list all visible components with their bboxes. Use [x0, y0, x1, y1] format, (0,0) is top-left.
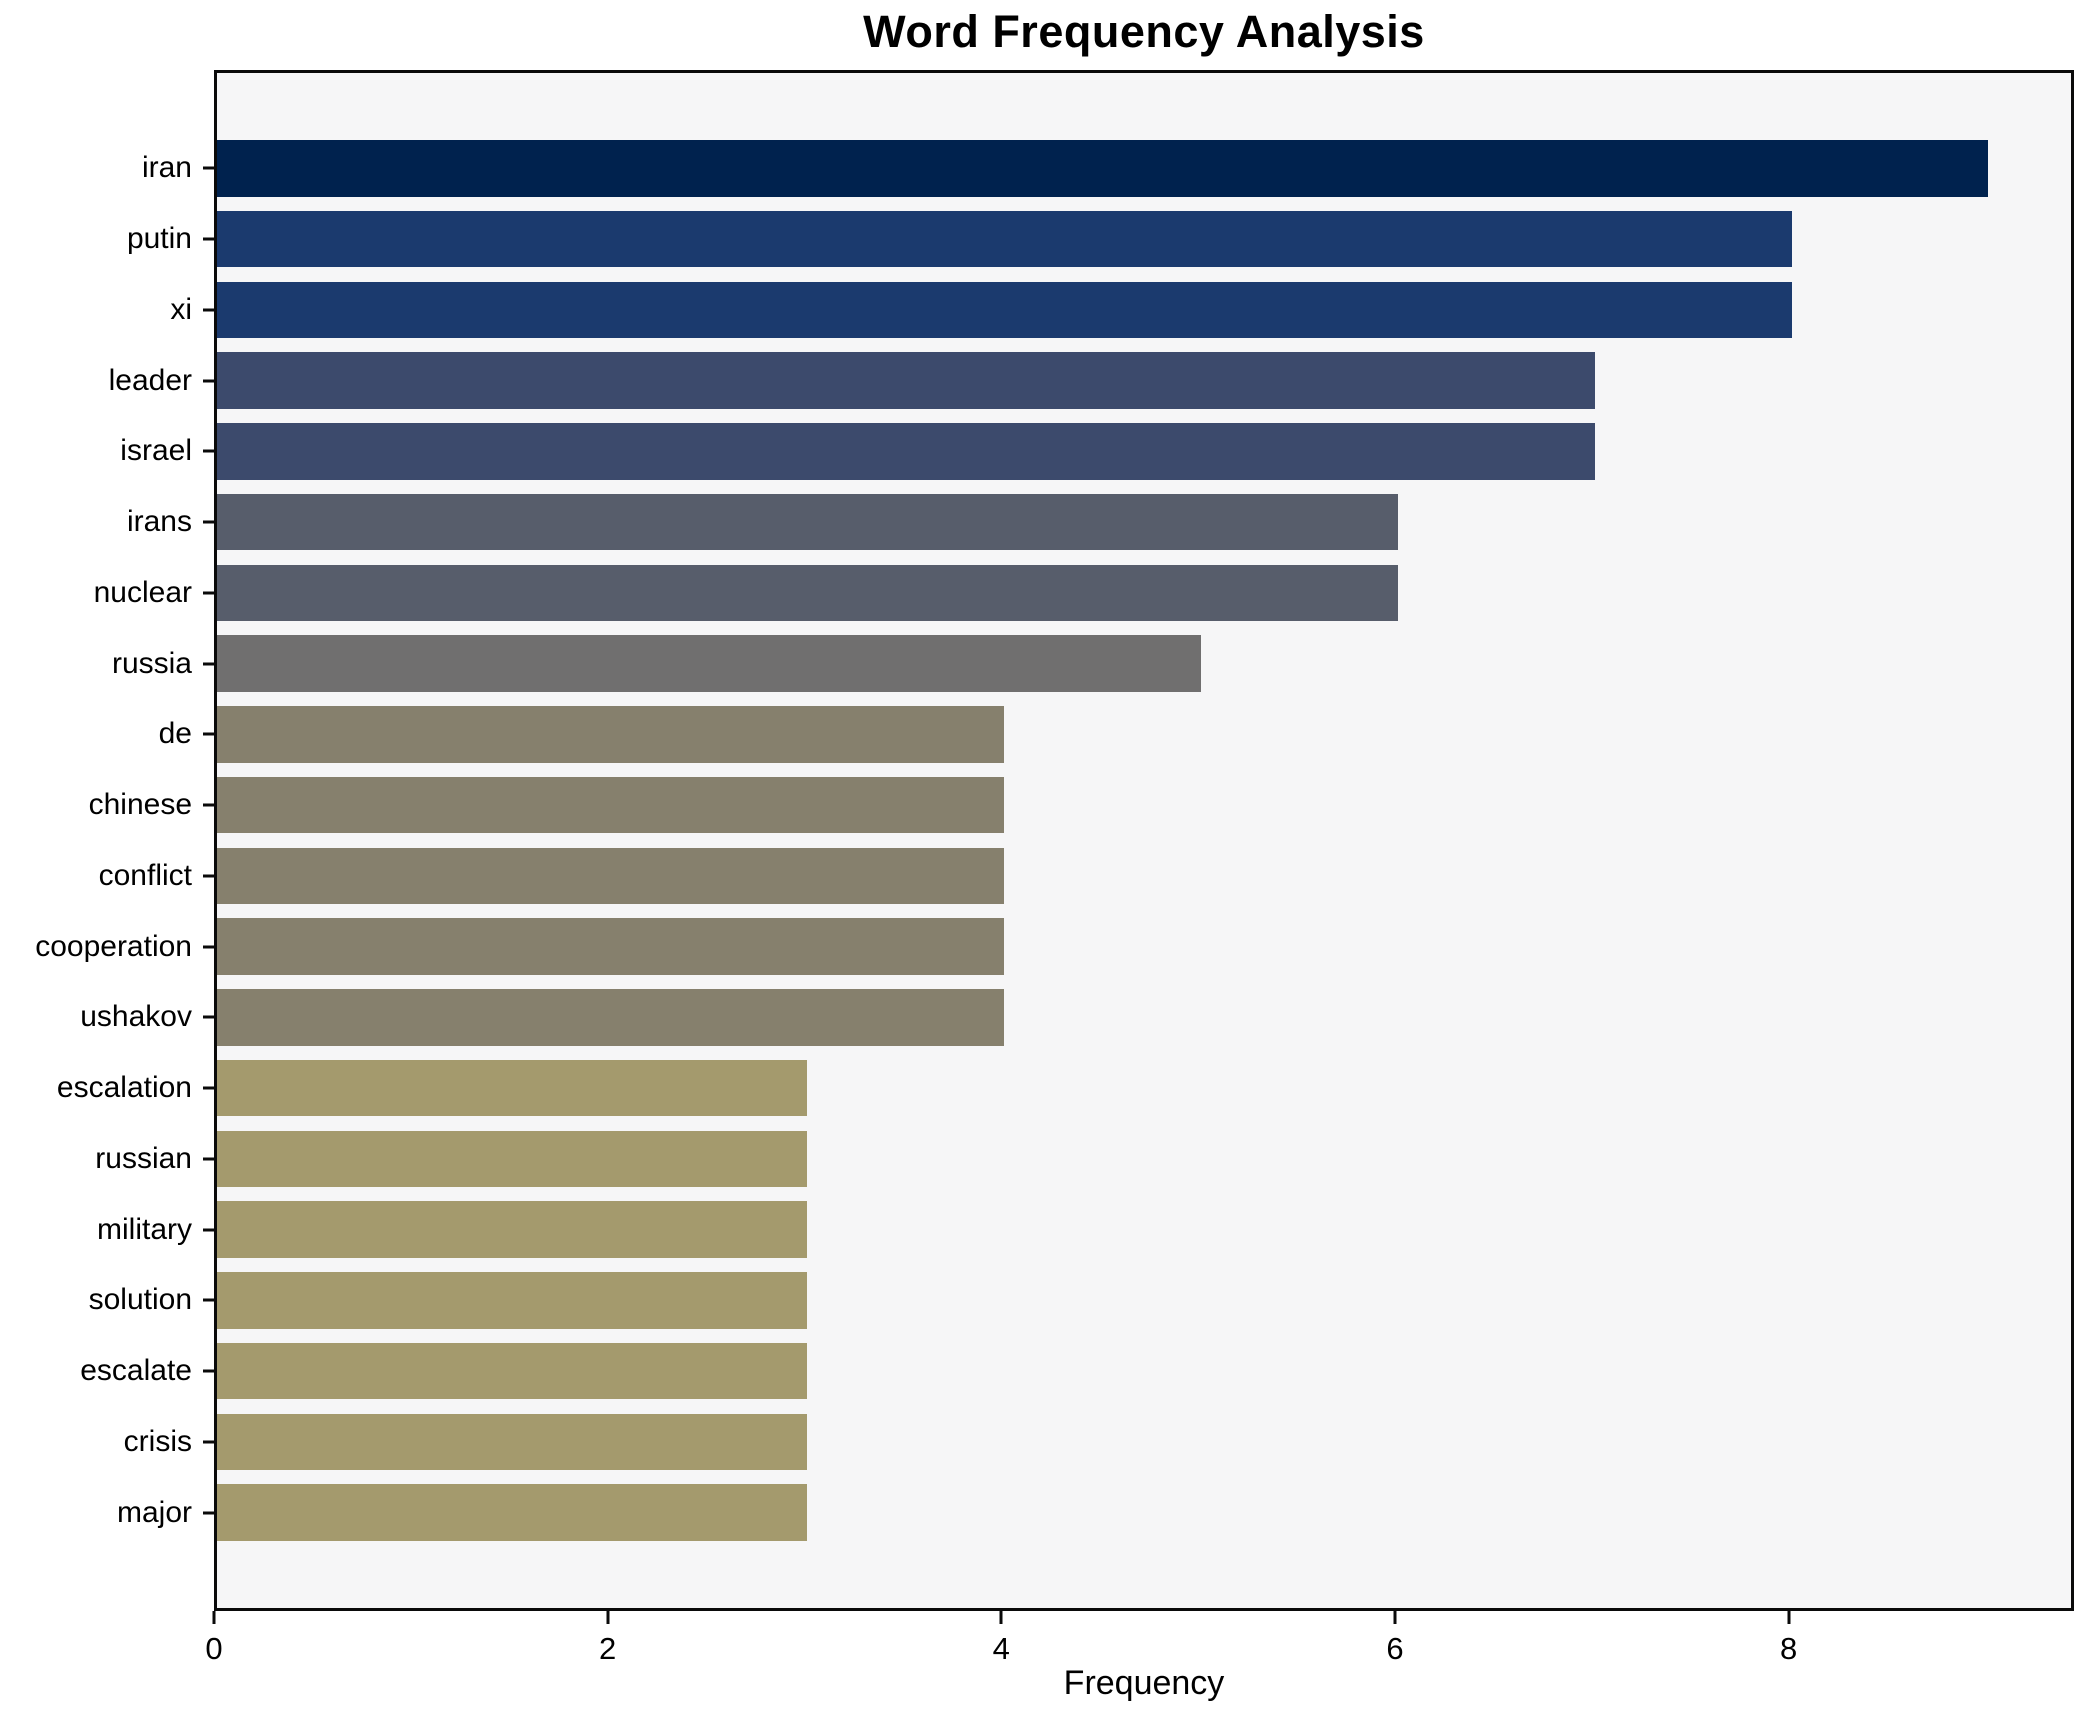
bar-crisis: [217, 1413, 808, 1471]
x-tick-label-0: 0: [205, 1631, 223, 1666]
y-tick-label-leader: leader: [108, 363, 192, 397]
y-tick-label-irans: irans: [126, 505, 192, 539]
bar-russia: [217, 635, 1202, 692]
x-tick-mark: [1787, 1611, 1791, 1624]
y-tick-label-de: de: [158, 717, 192, 751]
bar-israel: [217, 423, 1595, 480]
y-tick-mark: [203, 1511, 214, 1515]
y-tick-label-major: major: [116, 1495, 192, 1529]
y-tick-label-russia: russia: [111, 646, 192, 680]
y-tick-label-military: military: [97, 1212, 192, 1246]
plot-area: [214, 70, 2074, 1611]
bar-military: [217, 1201, 808, 1258]
bar-putin: [217, 210, 1792, 268]
bar-leader: [217, 352, 1595, 409]
y-tick-label-xi: xi: [170, 292, 192, 326]
y-tick-mark: [203, 1157, 214, 1161]
bar-xi: [217, 281, 1792, 339]
bar-russian: [217, 1130, 808, 1188]
x-tick-label-6: 6: [1386, 1631, 1404, 1666]
x-tick-mark: [212, 1611, 216, 1624]
y-tick-label-cooperation: cooperation: [35, 929, 192, 963]
y-tick-mark: [203, 237, 214, 241]
bar-solution: [217, 1272, 808, 1329]
bar-escalate: [217, 1342, 808, 1400]
bar-ushakov: [217, 989, 1005, 1046]
y-tick-label-chinese: chinese: [88, 788, 192, 822]
x-tick-mark: [999, 1611, 1003, 1624]
y-tick-mark: [203, 732, 214, 736]
y-tick-mark: [203, 1015, 214, 1019]
x-tick-label-8: 8: [1779, 1631, 1798, 1666]
y-tick-mark: [203, 520, 214, 524]
y-tick-mark: [203, 1440, 214, 1444]
bar-chinese: [217, 776, 1005, 834]
y-tick-mark: [203, 308, 214, 312]
y-tick-mark: [203, 662, 214, 666]
y-tick-label-israel: israel: [120, 434, 192, 468]
y-tick-label-escalate: escalate: [80, 1354, 192, 1388]
bar-major: [217, 1484, 808, 1541]
x-tick-mark: [1393, 1611, 1397, 1624]
y-tick-mark: [203, 379, 214, 383]
bar-escalation: [217, 1059, 808, 1117]
y-tick-mark: [203, 1298, 214, 1302]
y-tick-mark: [203, 874, 214, 878]
bar-de: [217, 706, 1005, 763]
y-tick-label-nuclear: nuclear: [93, 575, 192, 609]
y-tick-mark: [203, 1228, 214, 1232]
y-tick-mark: [203, 449, 214, 453]
y-tick-label-ushakov: ushakov: [80, 1000, 192, 1034]
chart-title: Word Frequency Analysis: [863, 6, 1425, 57]
y-tick-mark: [203, 1086, 214, 1090]
x-tick-label-4: 4: [992, 1631, 1010, 1666]
bar-irans: [217, 493, 1398, 551]
y-tick-mark: [203, 803, 214, 807]
y-tick-label-russian: russian: [95, 1141, 192, 1175]
y-tick-label-crisis: crisis: [123, 1424, 192, 1458]
y-tick-label-conflict: conflict: [98, 858, 192, 892]
bar-nuclear: [217, 564, 1398, 622]
bar-conflict: [217, 847, 1005, 905]
y-tick-mark: [203, 591, 214, 595]
bar-cooperation: [217, 918, 1005, 975]
y-tick-label-iran: iran: [141, 151, 192, 185]
y-tick-mark: [203, 166, 214, 170]
y-tick-label-escalation: escalation: [56, 1071, 192, 1105]
x-tick-label-2: 2: [599, 1631, 617, 1666]
x-axis-title: Frequency: [1063, 1664, 1225, 1702]
y-tick-mark: [203, 1369, 214, 1373]
y-tick-label-solution: solution: [88, 1283, 192, 1317]
y-tick-label-putin: putin: [126, 222, 192, 256]
bar-iran: [217, 140, 1989, 197]
x-tick-mark: [606, 1611, 610, 1624]
y-tick-mark: [203, 945, 214, 949]
